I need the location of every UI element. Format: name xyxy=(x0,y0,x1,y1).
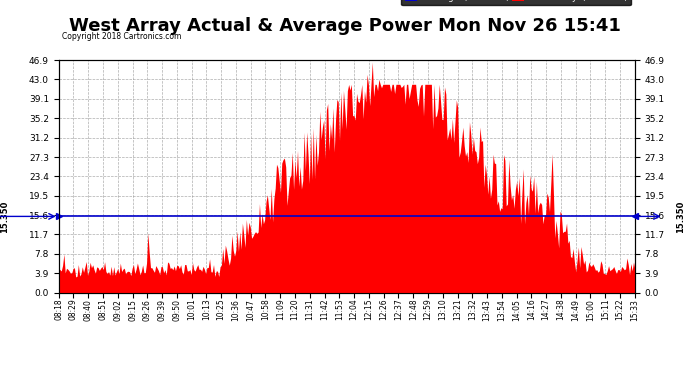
Text: 15.350: 15.350 xyxy=(676,200,685,232)
Text: 15.350: 15.350 xyxy=(0,200,10,232)
Text: Copyright 2018 Cartronics.com: Copyright 2018 Cartronics.com xyxy=(62,32,181,41)
Legend: Average  (DC Watts), West Array  (DC Watts): Average (DC Watts), West Array (DC Watts… xyxy=(402,0,631,5)
Text: West Array Actual & Average Power Mon Nov 26 15:41: West Array Actual & Average Power Mon No… xyxy=(69,17,621,35)
